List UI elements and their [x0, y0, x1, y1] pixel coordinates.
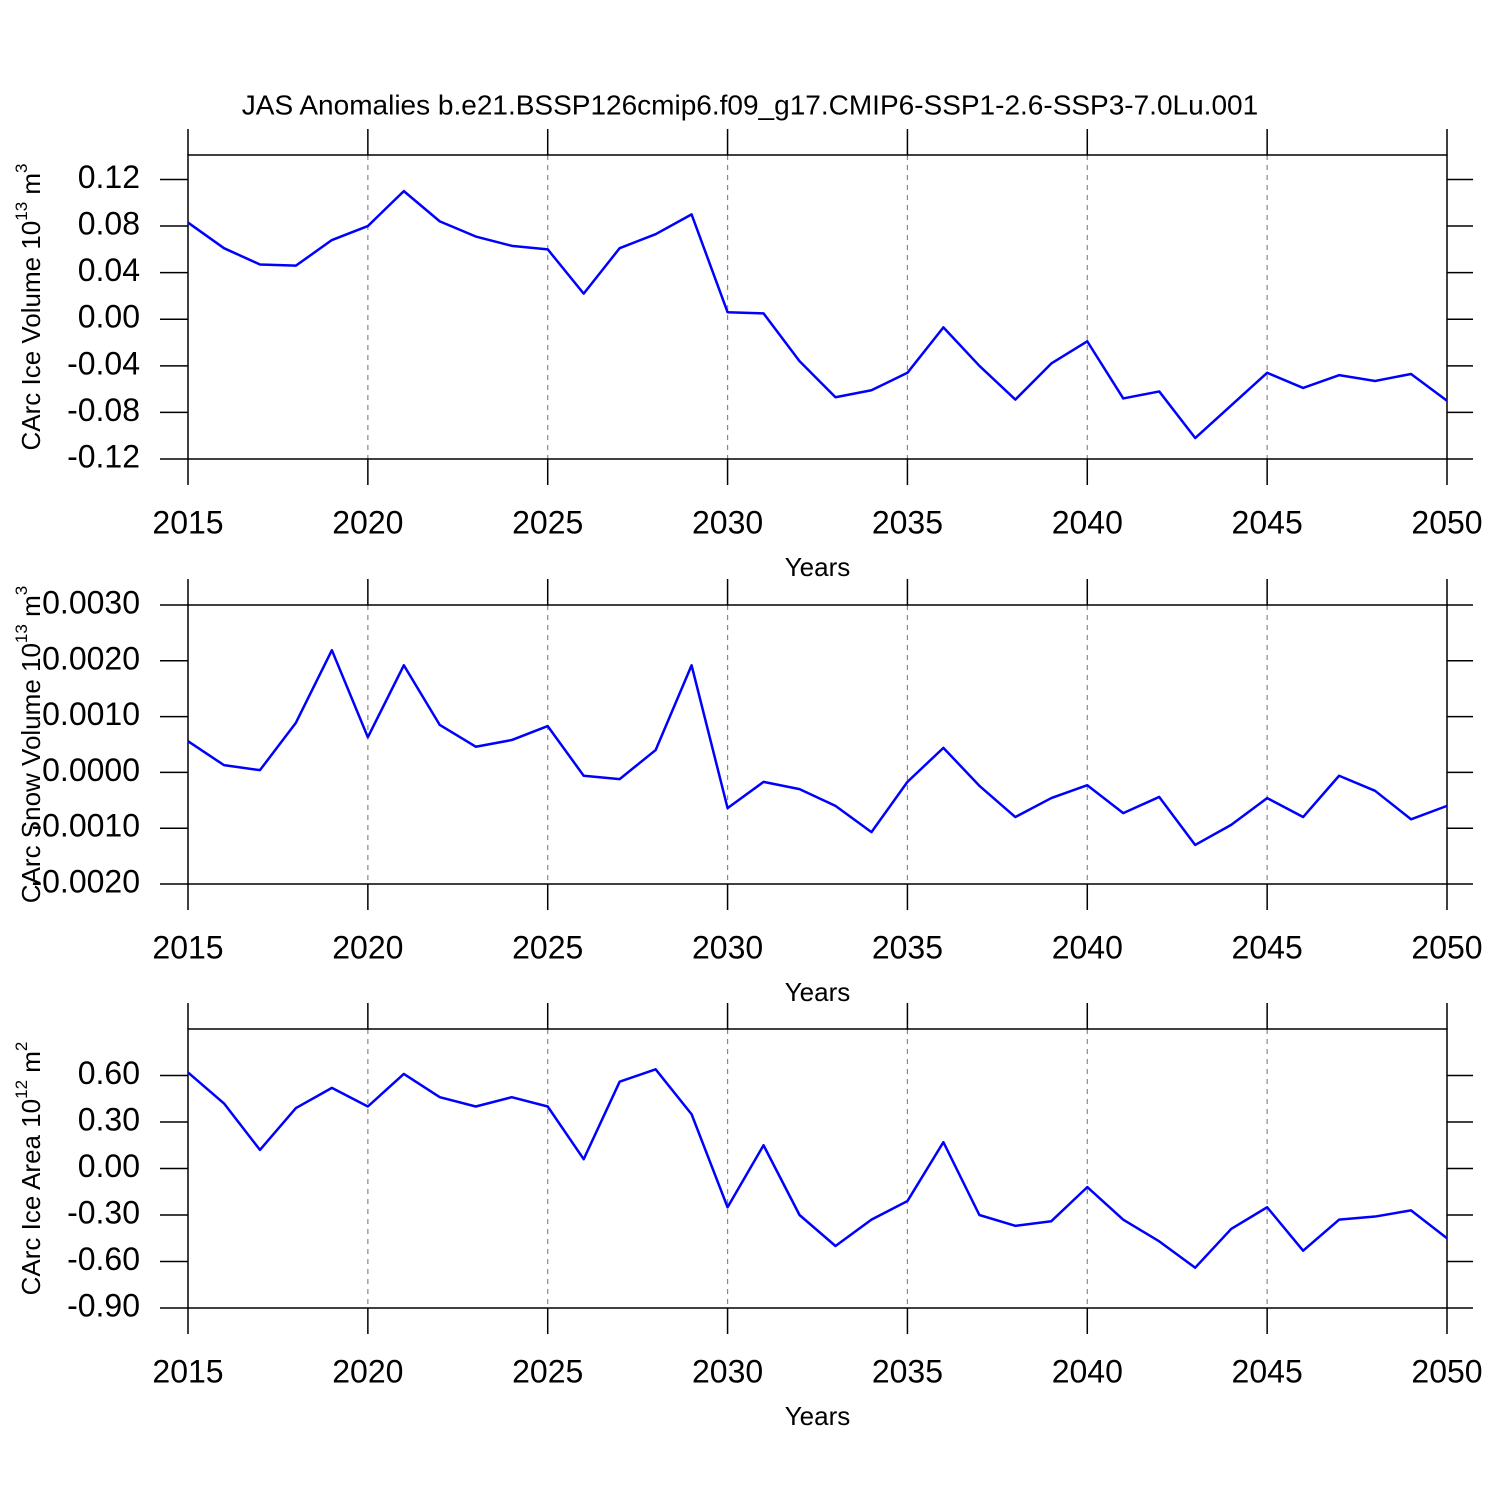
plot-frame: [187, 604, 1448, 885]
x-tick-label: 2030: [692, 929, 763, 965]
y-tick-label: 0.0030: [42, 584, 140, 620]
x-tick-label: 2040: [1052, 929, 1123, 965]
y-tick-label: -0.90: [67, 1287, 140, 1323]
y-tick-label: -0.60: [67, 1241, 140, 1277]
y-tick-label: -0.12: [67, 438, 140, 474]
x-tick-label: 2035: [872, 929, 943, 965]
x-tick-label: 2015: [152, 929, 223, 965]
x-tick-label: 2015: [152, 1353, 223, 1389]
y-axis-label-part: CArc Ice Volume 10: [16, 221, 46, 451]
y-axis-label: CArc Ice Area 1012 m2: [12, 1042, 45, 1296]
x-tick-label: 2040: [1052, 504, 1123, 540]
y-tick-label: -0.30: [67, 1194, 140, 1230]
y-tick-label: 0.30: [78, 1101, 140, 1137]
y-axis-label-superscript: 13: [12, 624, 31, 643]
x-axis-label: Years: [785, 977, 851, 1007]
x-tick-label: 2030: [692, 504, 763, 540]
x-tick-label: 2030: [692, 1353, 763, 1389]
y-tick-label: -0.0020: [31, 863, 140, 899]
y-axis-label-superscript: 2: [12, 1042, 31, 1051]
x-tick-label: 2045: [1232, 504, 1303, 540]
x-tick-label: 2015: [152, 504, 223, 540]
y-tick-label: 0.60: [78, 1055, 140, 1091]
y-tick-label: 0.00: [78, 299, 140, 335]
data-line: [187, 1068, 1448, 1269]
x-tick-label: 2020: [332, 929, 403, 965]
y-axis-label-superscript: 12: [12, 1080, 31, 1099]
x-tick-label: 2045: [1232, 1353, 1303, 1389]
y-tick-label: 0.0010: [42, 696, 140, 732]
y-tick-label: 0.08: [78, 206, 140, 242]
data-line: [187, 189, 1448, 440]
x-tick-label: 2050: [1411, 929, 1482, 965]
x-tick-label: 2040: [1052, 1353, 1123, 1389]
y-axis-label-superscript: 3: [12, 163, 31, 172]
x-tick-label: 2025: [512, 929, 583, 965]
y-axis-label: CArc Ice Volume 1013 m3: [12, 163, 45, 450]
x-axis-label: Years: [785, 552, 851, 582]
y-axis-label: CArc Snow Volume 1013 m3: [12, 586, 45, 903]
y-tick-label: 0.04: [78, 252, 140, 288]
x-tick-label: 2020: [332, 504, 403, 540]
y-axis-label-part: m: [16, 1051, 46, 1080]
y-axis-label-part: CArc Ice Area 10: [16, 1099, 46, 1296]
plot-frame: [187, 154, 1448, 460]
x-axis-label: Years: [785, 1401, 851, 1431]
y-axis-label-part: m: [16, 595, 46, 624]
y-tick-label: -0.0010: [31, 808, 140, 844]
y-tick-label: 0.12: [78, 159, 140, 195]
x-tick-label: 2045: [1232, 929, 1303, 965]
chart-title: JAS Anomalies b.e21.BSSP126cmip6.f09_g17…: [242, 89, 1258, 120]
x-tick-label: 2020: [332, 1353, 403, 1389]
y-axis-label-superscript: 13: [12, 202, 31, 221]
y-tick-label: -0.08: [67, 392, 140, 428]
plot-frame: [187, 1028, 1448, 1309]
x-tick-label: 2035: [872, 1353, 943, 1389]
y-tick-label: 0.0020: [42, 640, 140, 676]
y-axis-label-part: CArc Snow Volume 10: [16, 643, 46, 903]
x-tick-label: 2050: [1411, 1353, 1482, 1389]
y-tick-label: 0.00: [78, 1148, 140, 1184]
y-axis-label-part: m: [16, 173, 46, 202]
x-tick-label: 2035: [872, 504, 943, 540]
data-line: [187, 648, 1448, 847]
y-tick-label: 0.0000: [42, 752, 140, 788]
x-tick-label: 2050: [1411, 504, 1482, 540]
x-tick-label: 2025: [512, 1353, 583, 1389]
y-tick-label: -0.04: [67, 345, 140, 381]
y-axis-label-superscript: 3: [12, 586, 31, 595]
x-tick-label: 2025: [512, 504, 583, 540]
